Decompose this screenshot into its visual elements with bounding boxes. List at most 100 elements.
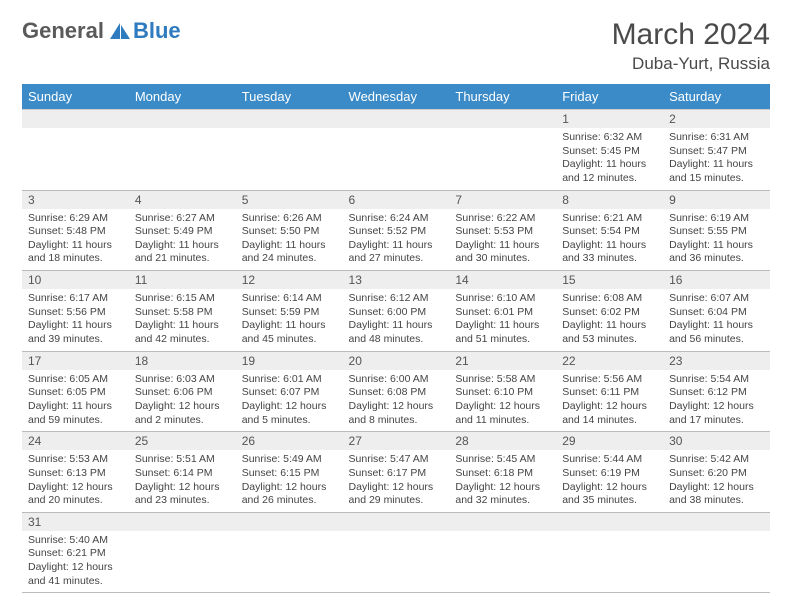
sunset-text: Sunset: 6:20 PM [669, 467, 764, 481]
day-details: Sunrise: 5:47 AMSunset: 6:17 PMDaylight:… [343, 450, 450, 512]
day-details: Sunrise: 5:51 AMSunset: 6:14 PMDaylight:… [129, 450, 236, 512]
sunrise-text: Sunrise: 6:21 AM [562, 212, 657, 226]
day-details: Sunrise: 5:49 AMSunset: 6:15 PMDaylight:… [236, 450, 343, 512]
day-number: 10 [22, 271, 129, 289]
calendar-week-row: 3Sunrise: 6:29 AMSunset: 5:48 PMDaylight… [22, 190, 770, 271]
day-details: Sunrise: 5:44 AMSunset: 6:19 PMDaylight:… [556, 450, 663, 512]
day-details: Sunrise: 6:27 AMSunset: 5:49 PMDaylight:… [129, 209, 236, 271]
sunrise-text: Sunrise: 5:53 AM [28, 453, 123, 467]
page-header: General Blue March 2024 Duba-Yurt, Russi… [22, 18, 770, 74]
daylight-text: Daylight: 11 hours and 27 minutes. [349, 239, 444, 266]
day-details: Sunrise: 6:22 AMSunset: 5:53 PMDaylight:… [449, 209, 556, 271]
daylight-text: Daylight: 11 hours and 12 minutes. [562, 158, 657, 185]
day-number: 8 [556, 191, 663, 209]
daylight-text: Daylight: 12 hours and 32 minutes. [455, 481, 550, 508]
day-number: 20 [343, 352, 450, 370]
sunset-text: Sunset: 5:50 PM [242, 225, 337, 239]
day-details: Sunrise: 6:17 AMSunset: 5:56 PMDaylight:… [22, 289, 129, 351]
sunrise-text: Sunrise: 6:10 AM [455, 292, 550, 306]
sunrise-text: Sunrise: 5:51 AM [135, 453, 230, 467]
calendar-cell [129, 110, 236, 191]
day-number: 17 [22, 352, 129, 370]
day-number: 29 [556, 432, 663, 450]
day-details: Sunrise: 6:05 AMSunset: 6:05 PMDaylight:… [22, 370, 129, 432]
day-details: Sunrise: 6:14 AMSunset: 5:59 PMDaylight:… [236, 289, 343, 351]
sunrise-text: Sunrise: 5:47 AM [349, 453, 444, 467]
daylight-text: Daylight: 12 hours and 41 minutes. [28, 561, 123, 588]
daylight-text: Daylight: 12 hours and 14 minutes. [562, 400, 657, 427]
sunrise-text: Sunrise: 6:12 AM [349, 292, 444, 306]
calendar-cell: 2Sunrise: 6:31 AMSunset: 5:47 PMDaylight… [663, 110, 770, 191]
calendar-table: SundayMondayTuesdayWednesdayThursdayFrid… [22, 84, 770, 593]
sunset-text: Sunset: 6:10 PM [455, 386, 550, 400]
sunset-text: Sunset: 5:58 PM [135, 306, 230, 320]
sunrise-text: Sunrise: 6:07 AM [669, 292, 764, 306]
day-details: Sunrise: 5:58 AMSunset: 6:10 PMDaylight:… [449, 370, 556, 432]
day-number: 1 [556, 110, 663, 128]
calendar-cell: 27Sunrise: 5:47 AMSunset: 6:17 PMDayligh… [343, 432, 450, 513]
month-title: March 2024 [612, 18, 770, 52]
day-number: 15 [556, 271, 663, 289]
daylight-text: Daylight: 11 hours and 56 minutes. [669, 319, 764, 346]
sunrise-text: Sunrise: 6:00 AM [349, 373, 444, 387]
sunset-text: Sunset: 5:56 PM [28, 306, 123, 320]
brand-part1: General [22, 18, 104, 44]
day-number: 14 [449, 271, 556, 289]
day-number: 24 [22, 432, 129, 450]
calendar-cell: 13Sunrise: 6:12 AMSunset: 6:00 PMDayligh… [343, 271, 450, 352]
daylight-text: Daylight: 11 hours and 42 minutes. [135, 319, 230, 346]
daylight-text: Daylight: 12 hours and 20 minutes. [28, 481, 123, 508]
day-number: 6 [343, 191, 450, 209]
day-number-empty [343, 110, 450, 128]
day-number-empty [129, 110, 236, 128]
calendar-cell [129, 512, 236, 593]
sunset-text: Sunset: 6:05 PM [28, 386, 123, 400]
calendar-cell: 4Sunrise: 6:27 AMSunset: 5:49 PMDaylight… [129, 190, 236, 271]
sunrise-text: Sunrise: 6:05 AM [28, 373, 123, 387]
sunset-text: Sunset: 6:06 PM [135, 386, 230, 400]
sunrise-text: Sunrise: 5:44 AM [562, 453, 657, 467]
calendar-cell [343, 110, 450, 191]
day-header: Saturday [663, 84, 770, 110]
day-number-empty [449, 513, 556, 531]
day-details: Sunrise: 6:00 AMSunset: 6:08 PMDaylight:… [343, 370, 450, 432]
calendar-cell: 5Sunrise: 6:26 AMSunset: 5:50 PMDaylight… [236, 190, 343, 271]
day-number-empty [22, 110, 129, 128]
sunset-text: Sunset: 6:02 PM [562, 306, 657, 320]
day-number: 19 [236, 352, 343, 370]
sunset-text: Sunset: 6:00 PM [349, 306, 444, 320]
sunrise-text: Sunrise: 6:29 AM [28, 212, 123, 226]
calendar-cell: 7Sunrise: 6:22 AMSunset: 5:53 PMDaylight… [449, 190, 556, 271]
daylight-text: Daylight: 11 hours and 39 minutes. [28, 319, 123, 346]
calendar-cell: 16Sunrise: 6:07 AMSunset: 6:04 PMDayligh… [663, 271, 770, 352]
calendar-cell: 20Sunrise: 6:00 AMSunset: 6:08 PMDayligh… [343, 351, 450, 432]
day-details: Sunrise: 6:15 AMSunset: 5:58 PMDaylight:… [129, 289, 236, 351]
calendar-week-row: 10Sunrise: 6:17 AMSunset: 5:56 PMDayligh… [22, 271, 770, 352]
sunrise-text: Sunrise: 5:49 AM [242, 453, 337, 467]
calendar-week-row: 31Sunrise: 5:40 AMSunset: 6:21 PMDayligh… [22, 512, 770, 593]
calendar-cell: 22Sunrise: 5:56 AMSunset: 6:11 PMDayligh… [556, 351, 663, 432]
day-details: Sunrise: 6:21 AMSunset: 5:54 PMDaylight:… [556, 209, 663, 271]
calendar-cell: 3Sunrise: 6:29 AMSunset: 5:48 PMDaylight… [22, 190, 129, 271]
sunset-text: Sunset: 5:45 PM [562, 145, 657, 159]
day-number: 2 [663, 110, 770, 128]
daylight-text: Daylight: 12 hours and 26 minutes. [242, 481, 337, 508]
daylight-text: Daylight: 11 hours and 21 minutes. [135, 239, 230, 266]
calendar-cell: 9Sunrise: 6:19 AMSunset: 5:55 PMDaylight… [663, 190, 770, 271]
sunset-text: Sunset: 6:08 PM [349, 386, 444, 400]
sunset-text: Sunset: 6:19 PM [562, 467, 657, 481]
calendar-cell [663, 512, 770, 593]
calendar-cell: 31Sunrise: 5:40 AMSunset: 6:21 PMDayligh… [22, 512, 129, 593]
day-details: Sunrise: 6:26 AMSunset: 5:50 PMDaylight:… [236, 209, 343, 271]
daylight-text: Daylight: 11 hours and 36 minutes. [669, 239, 764, 266]
calendar-cell: 17Sunrise: 6:05 AMSunset: 6:05 PMDayligh… [22, 351, 129, 432]
calendar-cell [449, 512, 556, 593]
day-number-empty [129, 513, 236, 531]
day-number: 25 [129, 432, 236, 450]
sunrise-text: Sunrise: 6:32 AM [562, 131, 657, 145]
day-number: 4 [129, 191, 236, 209]
sunrise-text: Sunrise: 5:58 AM [455, 373, 550, 387]
calendar-cell: 18Sunrise: 6:03 AMSunset: 6:06 PMDayligh… [129, 351, 236, 432]
daylight-text: Daylight: 12 hours and 23 minutes. [135, 481, 230, 508]
calendar-cell: 14Sunrise: 6:10 AMSunset: 6:01 PMDayligh… [449, 271, 556, 352]
